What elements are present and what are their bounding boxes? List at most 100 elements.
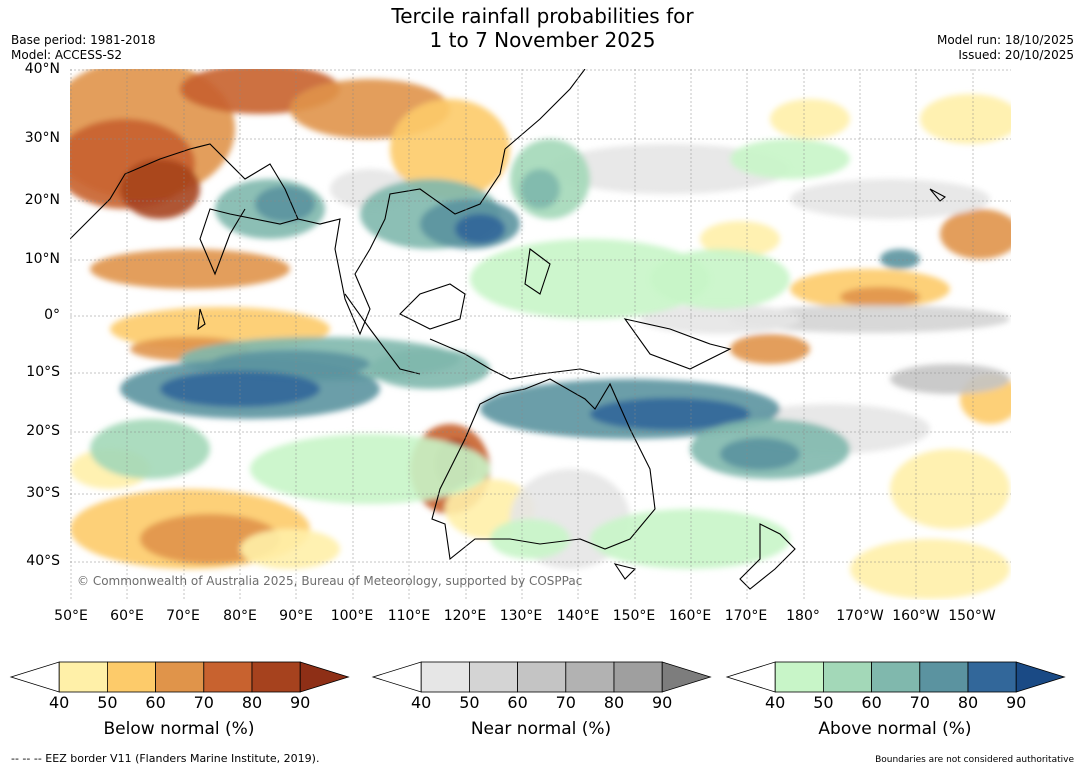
map-canvas	[70, 69, 1011, 600]
rainfall-probability-map: © Commonwealth of Australia 2025, Bureau…	[70, 69, 1011, 600]
title-line-2: 1 to 7 November 2025	[429, 28, 656, 52]
chart-title: Tercile rainfall probabilities for 1 to …	[0, 4, 1085, 52]
lat-label-30n: 30°N	[24, 130, 60, 146]
coastline	[70, 143, 299, 276]
shading-area	[590, 509, 790, 569]
legend-swatch	[468, 661, 518, 693]
issued-date: Issued: 20/10/2025	[958, 48, 1074, 62]
legend-swatch	[967, 661, 1017, 693]
legend-above-tick: 50	[813, 693, 834, 712]
lon-label-11: 160°E	[668, 608, 712, 624]
lon-label-6: 110°E	[387, 608, 431, 624]
lon-label-4: 90°E	[279, 608, 313, 624]
shading-area	[640, 304, 800, 334]
legend-below-bar	[9, 661, 350, 693]
legend-above-tick: 70	[909, 693, 930, 712]
legend-swatch	[565, 661, 615, 693]
lon-label-3: 80°E	[223, 608, 257, 624]
shading-area	[700, 221, 780, 257]
shading-area	[730, 334, 810, 364]
legend-below-tick: 90	[290, 693, 311, 712]
legend-swatch	[420, 661, 470, 693]
legend-swatch	[823, 661, 873, 693]
legend-near-tick: 80	[603, 693, 625, 712]
legend-below-title: Below normal (%)	[103, 719, 255, 739]
lon-label-2: 70°E	[166, 608, 200, 624]
coastline	[429, 338, 601, 380]
shading-area	[90, 419, 210, 479]
shading-area	[720, 438, 800, 470]
shading-area	[255, 186, 315, 222]
legend-swatch	[58, 661, 108, 693]
legend-swatch	[517, 661, 567, 693]
shading-area	[490, 519, 570, 559]
shading-area	[90, 249, 290, 289]
lon-label-13: 180°	[786, 608, 820, 624]
legend-near-tick: 70	[555, 693, 576, 712]
legend-above-title: Above normal (%)	[818, 719, 972, 739]
shading-area	[880, 249, 920, 269]
coastline	[504, 69, 586, 150]
legend-below-tick: 40	[49, 693, 70, 712]
legend-near-tick: 90	[652, 693, 673, 712]
shading-area	[890, 364, 1010, 394]
probability-shading	[70, 69, 1011, 599]
legend-below-tick: 50	[97, 693, 118, 712]
lat-label-20n: 20°N	[24, 192, 60, 208]
coastline	[197, 308, 206, 331]
lat-label-20s: 20°S	[26, 423, 60, 439]
legend-swatch	[155, 661, 205, 693]
coastlines	[70, 69, 946, 590]
boundaries-disclaimer: Boundaries are not considered authoritat…	[875, 755, 1074, 765]
lon-label-10: 150°E	[612, 608, 656, 624]
shading-area	[850, 539, 1010, 599]
graticule	[70, 69, 1011, 600]
shading-area	[370, 349, 490, 389]
coastline	[623, 318, 732, 370]
coastline	[399, 283, 466, 330]
legend-above-tick: 80	[957, 693, 979, 712]
shading-area	[120, 159, 200, 219]
shading-area	[940, 209, 1011, 259]
shading-area	[840, 287, 920, 307]
coastline	[929, 188, 946, 202]
shading-area	[250, 434, 490, 504]
eez-border-note: -- -- -- EEZ border V11 (Flanders Marine…	[11, 752, 320, 765]
lon-label-7: 120°E	[443, 608, 487, 624]
legend-over-triangle	[1015, 661, 1066, 693]
lon-label-16: 150°W	[948, 608, 996, 624]
lat-label-40n: 40°N	[24, 61, 60, 77]
legend-below-tick: 70	[193, 693, 214, 712]
shading-area	[650, 249, 790, 309]
model-run: Model run: 18/10/2025	[936, 33, 1074, 47]
coastline	[613, 563, 637, 580]
shading-area	[470, 239, 710, 319]
coastline	[739, 523, 796, 590]
legend-near-tick: 40	[411, 693, 432, 712]
legend-swatch	[919, 661, 969, 693]
legend-above-tick: 40	[765, 693, 786, 712]
lat-label-40s: 40°S	[26, 553, 60, 569]
legend-above-tick: 60	[861, 693, 882, 712]
lon-label-8: 130°E	[499, 608, 543, 624]
legend-under-triangle	[371, 661, 422, 693]
legend-above-bar	[725, 661, 1066, 693]
legend-swatch	[203, 661, 253, 693]
lon-label-15: 160°W	[892, 608, 940, 624]
legend-below-tick: 60	[145, 693, 166, 712]
legend-colorbars	[9, 661, 1066, 693]
base-period: Base period: 1981-2018	[11, 33, 156, 47]
legend-under-triangle	[9, 661, 60, 693]
legend-near-tick: 60	[507, 693, 528, 712]
coastline	[297, 148, 506, 336]
shading-area	[730, 139, 850, 179]
shading-area	[770, 99, 850, 139]
coastline	[431, 378, 656, 561]
legend-near-title: Near normal (%)	[470, 719, 612, 739]
meta-right: Model run: 18/10/2025 Issued: 20/10/2025	[937, 33, 1074, 63]
legend-above-tick: 90	[1006, 693, 1027, 712]
shading-area	[520, 169, 560, 209]
legend-swatch	[107, 661, 157, 693]
shading-area	[790, 179, 990, 219]
legend-swatch	[774, 661, 824, 693]
